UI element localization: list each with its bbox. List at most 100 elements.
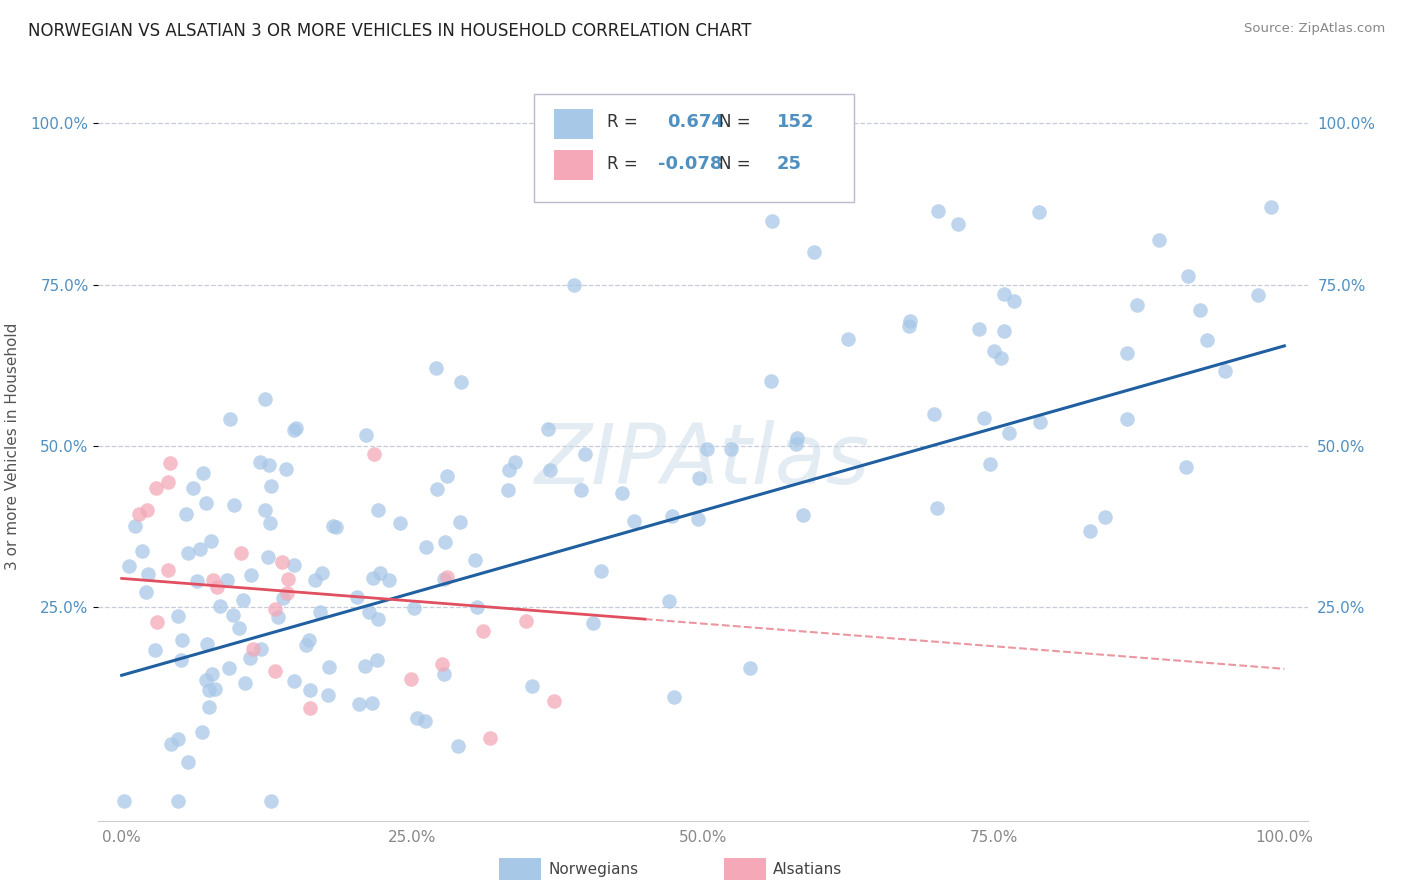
Point — [925, 501, 948, 516]
Text: N =: N = — [718, 113, 755, 131]
Point — [174, 507, 197, 521]
Point — [215, 574, 238, 588]
Point — [990, 351, 1012, 366]
Point — [183, 481, 205, 495]
Point — [786, 431, 808, 445]
Point — [450, 375, 472, 389]
Point — [927, 204, 949, 219]
Point — [135, 584, 157, 599]
Text: 25: 25 — [776, 154, 801, 172]
FancyBboxPatch shape — [554, 150, 593, 180]
Point — [299, 701, 322, 715]
Point — [898, 314, 921, 328]
Point — [464, 552, 486, 566]
Y-axis label: 3 or more Vehicles in Household: 3 or more Vehicles in Household — [4, 322, 20, 570]
Point — [318, 659, 340, 673]
Point — [276, 462, 298, 476]
Point — [582, 615, 605, 630]
Point — [664, 690, 686, 704]
Point — [538, 463, 561, 477]
Text: 0.674: 0.674 — [666, 113, 724, 131]
Point — [285, 421, 308, 435]
Point — [159, 456, 181, 470]
Text: 152: 152 — [776, 113, 814, 131]
Point — [201, 667, 224, 681]
Point — [1174, 459, 1197, 474]
Point — [515, 615, 537, 629]
Point — [1147, 233, 1170, 247]
Text: R =: R = — [607, 154, 644, 172]
Point — [1004, 293, 1026, 308]
Point — [231, 545, 253, 559]
Point — [177, 755, 200, 769]
Point — [472, 624, 495, 639]
Point — [254, 392, 277, 407]
Point — [277, 572, 299, 586]
Point — [159, 737, 181, 751]
Point — [254, 503, 277, 517]
Point — [170, 633, 193, 648]
Point — [228, 621, 250, 635]
Point — [264, 601, 287, 615]
Point — [434, 535, 457, 549]
Point — [1247, 287, 1270, 301]
Point — [186, 574, 208, 588]
Point — [479, 731, 502, 745]
Point — [574, 447, 596, 461]
Point — [322, 519, 344, 533]
Point — [166, 732, 188, 747]
Point — [118, 559, 141, 574]
Point — [201, 573, 224, 587]
Point — [283, 558, 305, 573]
Point — [353, 658, 375, 673]
Point — [131, 544, 153, 558]
Point — [967, 322, 990, 336]
Point — [792, 508, 814, 522]
Point — [276, 586, 298, 600]
Point — [433, 572, 456, 586]
Point — [222, 607, 245, 622]
Point — [979, 457, 1001, 471]
Point — [188, 542, 211, 557]
Point — [415, 540, 437, 554]
Text: Norwegians: Norwegians — [548, 863, 638, 877]
Point — [283, 673, 305, 688]
Point — [190, 725, 212, 739]
Point — [283, 423, 305, 437]
Point — [128, 507, 150, 521]
Point — [1188, 303, 1211, 318]
Point — [425, 361, 447, 376]
Point — [233, 676, 256, 690]
Point — [354, 428, 377, 442]
Point — [194, 673, 217, 687]
Point — [367, 612, 389, 626]
Point — [363, 447, 385, 461]
Point — [294, 638, 316, 652]
Point — [347, 697, 370, 711]
Point — [256, 550, 278, 565]
Point — [446, 739, 468, 753]
Point — [368, 566, 391, 581]
Point — [503, 455, 526, 469]
Point — [146, 615, 169, 629]
Point — [264, 664, 287, 678]
Point — [610, 486, 633, 500]
Point — [426, 482, 449, 496]
Point — [200, 534, 222, 549]
Point — [661, 508, 683, 523]
Point — [785, 437, 807, 451]
Point — [304, 573, 326, 587]
Point — [449, 515, 471, 529]
Point — [273, 591, 295, 605]
Point — [299, 683, 322, 698]
Point — [167, 794, 190, 808]
Point — [195, 637, 218, 651]
Point — [198, 700, 221, 714]
Point — [688, 471, 710, 485]
Point — [922, 408, 945, 422]
Point — [946, 217, 969, 231]
Point — [837, 331, 859, 345]
Point — [198, 683, 221, 698]
Point — [232, 592, 254, 607]
Point — [136, 566, 159, 581]
